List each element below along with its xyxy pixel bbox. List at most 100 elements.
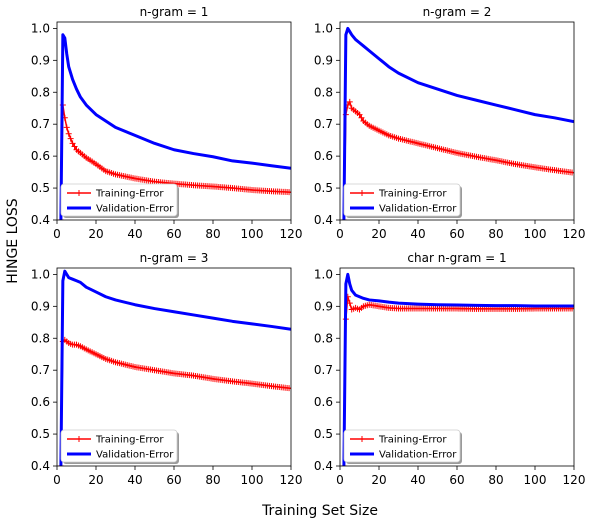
series-markers-training-error	[57, 336, 291, 466]
x-tick-label: 20	[88, 227, 103, 241]
y-tick-label: 0.5	[314, 427, 333, 441]
y-tick-label: 0.8	[31, 331, 50, 345]
legend: Training-Error Validation-Error	[343, 429, 462, 464]
legend-label-validation-error: Validation-Error	[379, 204, 457, 215]
x-tick-label: 120	[563, 227, 586, 241]
y-tick-label: 1.0	[314, 267, 333, 281]
legend-marker	[359, 436, 365, 442]
data-point-marker	[69, 140, 76, 147]
y-tick-label: 0.8	[314, 85, 333, 99]
data-point-marker	[63, 124, 70, 131]
legend-label-training-error: Training-Error	[95, 189, 164, 200]
data-point-marker	[569, 169, 574, 176]
y-tick-label: 0.4	[314, 213, 333, 227]
y-tick-label: 0.7	[314, 117, 333, 131]
x-tick-label: 40	[127, 473, 142, 487]
legend-label-validation-error: Validation-Error	[96, 204, 174, 215]
legend: Training-Error Validation-Error	[60, 429, 179, 464]
x-tick-label: 0	[53, 473, 61, 487]
y-tick-label: 1.0	[31, 267, 50, 281]
x-tick-label: 120	[563, 473, 586, 487]
x-tick-label: 40	[410, 227, 425, 241]
x-tick-label: 80	[205, 227, 220, 241]
x-tick-label: 80	[488, 473, 503, 487]
y-tick-label: 0.7	[31, 117, 50, 131]
series-line-validation-error	[59, 269, 291, 466]
data-point-marker	[71, 143, 78, 150]
data-point-marker	[358, 114, 365, 121]
legend-marker	[76, 436, 82, 442]
y-tick-label: 0.7	[314, 363, 333, 377]
plot-area	[340, 272, 574, 466]
y-tick-label: 0.4	[31, 213, 50, 227]
subplot-title: n-gram = 3	[140, 251, 209, 265]
x-tick-label: 120	[280, 227, 303, 241]
y-tick-label: 0.8	[314, 331, 333, 345]
data-point-marker	[286, 189, 291, 196]
plot-area	[57, 269, 291, 466]
y-tick-label: 0.9	[314, 299, 333, 313]
x-tick-label: 100	[241, 227, 264, 241]
x-tick-label: 80	[488, 227, 503, 241]
legend: Training-Error Validation-Error	[60, 183, 179, 218]
x-tick-label: 20	[88, 473, 103, 487]
legend-label-validation-error: Validation-Error	[379, 450, 457, 461]
y-tick-label: 0.4	[314, 459, 333, 473]
series-line-validation-error	[342, 272, 574, 466]
legend-label-training-error: Training-Error	[95, 435, 164, 446]
x-tick-label: 0	[53, 227, 61, 241]
data-point-marker	[65, 130, 72, 137]
subplot-2: 0 20 40 60 80 100 120 0.4 0.5 0.6 0.7 0.8 0.9 1.0 n-gr…	[314, 5, 586, 241]
legend-label-training-error: Training-Error	[378, 189, 447, 200]
series-line-validation-error	[342, 26, 574, 220]
subplot-grid: 0 20 40 60 80 100 120 0.4 0.5 0.6 0.7 0.8 0.9 1.0 n-gr…	[31, 5, 586, 487]
y-tick-label: 0.5	[31, 181, 50, 195]
subplot-title: char n-gram = 1	[407, 251, 506, 265]
y-tick-label: 0.9	[31, 53, 50, 67]
subplot-title: n-gram = 1	[140, 5, 209, 19]
subplot-title: n-gram = 2	[423, 5, 492, 19]
figure-y-axis-label: HINGE LOSS	[5, 198, 21, 283]
legend-marker	[359, 190, 365, 196]
y-tick-label: 0.8	[31, 85, 50, 99]
y-tick-label: 0.6	[31, 395, 50, 409]
y-tick-label: 1.0	[314, 21, 333, 35]
subplot-4: 0 20 40 60 80 100 120 0.4 0.5 0.6 0.7 0.8 0.9 1.0 char…	[314, 251, 586, 487]
series-line-validation-error	[59, 33, 291, 220]
x-tick-label: 100	[524, 473, 547, 487]
y-tick-label: 0.9	[31, 299, 50, 313]
figure-x-axis-label: Training Set Size	[261, 503, 378, 519]
data-point-marker	[346, 98, 353, 105]
y-tick-label: 0.5	[31, 427, 50, 441]
data-point-marker	[346, 300, 353, 307]
y-tick-label: 0.7	[31, 363, 50, 377]
x-tick-label: 120	[280, 473, 303, 487]
data-point-marker	[286, 385, 291, 392]
legend-label-training-error: Training-Error	[378, 435, 447, 446]
legend-label-validation-error: Validation-Error	[96, 450, 174, 461]
y-tick-label: 0.6	[31, 149, 50, 163]
x-tick-label: 60	[449, 227, 464, 241]
x-tick-label: 20	[371, 227, 386, 241]
plot-area	[340, 26, 574, 220]
y-tick-label: 0.4	[31, 459, 50, 473]
subplot-1: 0 20 40 60 80 100 120 0.4 0.5 0.6 0.7 0.8 0.9 1.0 n-gr…	[31, 5, 303, 241]
x-tick-label: 40	[410, 473, 425, 487]
data-point-marker	[67, 135, 74, 142]
data-point-marker	[356, 111, 363, 118]
y-tick-label: 0.6	[314, 149, 333, 163]
x-tick-label: 20	[371, 473, 386, 487]
x-tick-label: 60	[449, 473, 464, 487]
series-markers-training-error	[340, 98, 574, 220]
x-tick-label: 80	[205, 473, 220, 487]
y-tick-label: 0.6	[314, 395, 333, 409]
x-tick-label: 100	[524, 227, 547, 241]
x-tick-label: 0	[336, 473, 344, 487]
x-tick-label: 40	[127, 227, 142, 241]
legend: Training-Error Validation-Error	[343, 183, 462, 218]
y-tick-label: 1.0	[31, 21, 50, 35]
x-tick-label: 60	[166, 227, 181, 241]
subplot-3: 0 20 40 60 80 100 120 0.4 0.5 0.6 0.7 0.8 0.9 1.0 n-gr…	[31, 251, 303, 487]
legend-marker	[76, 190, 82, 196]
